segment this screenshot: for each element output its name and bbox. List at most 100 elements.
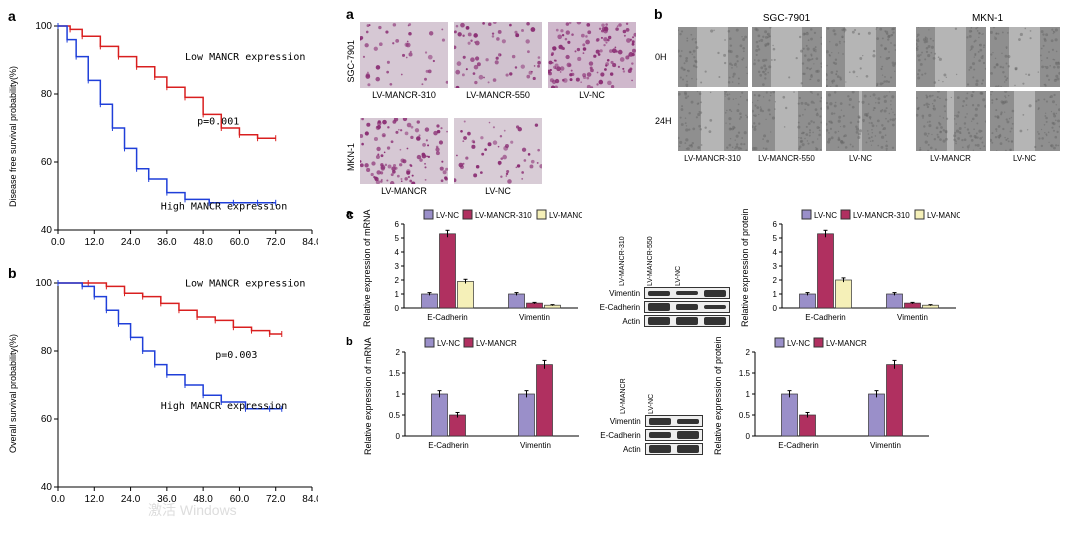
wound-cell [752,27,822,87]
svg-text:1: 1 [745,390,750,399]
svg-text:LV-MANCR-550: LV-MANCR-550 [927,211,960,220]
svg-text:0: 0 [773,304,778,313]
micro-label: LV-NC [454,186,542,196]
ylabel: Relative expression of protein [740,208,750,328]
ylabel-b: Overall survival probability(%) [8,265,18,522]
svg-text:E-Cadherin: E-Cadherin [427,313,467,322]
svg-text:3: 3 [395,262,400,271]
svg-text:LV-MANCR: LV-MANCR [826,339,867,348]
sgc-row: LV-MANCR-310 LV-MANCR-550 LV-NC [360,22,636,100]
svg-text:40: 40 [41,482,53,493]
svg-text:2: 2 [745,348,750,357]
svg-text:80: 80 [41,89,53,100]
micrographs-panel-a: a SGC-7901 LV-MANCR-310LV-MANCR-550LV-NC… [346,8,636,196]
svg-text:3: 3 [773,262,778,271]
svg-text:2: 2 [395,348,400,357]
barchart-row-b: bRelative expression of mRNALV-NCLV-MANC… [346,336,1072,456]
svg-text:80: 80 [41,346,53,357]
western-blot: LV-MANCRLV-NCVimentinE-CadherinActin [593,358,703,456]
right-column: a SGC-7901 LV-MANCR-310LV-MANCR-550LV-NC… [346,8,1072,522]
wound-cell [916,27,986,87]
svg-text:LV-NC: LV-NC [814,211,837,220]
svg-text:High MANCR expression: High MANCR expression [161,401,287,412]
svg-text:72.0: 72.0 [266,237,286,248]
micro-label: LV-MANCR-550 [454,90,542,100]
svg-text:LV-NC: LV-NC [787,339,810,348]
svg-text:0.0: 0.0 [51,494,65,505]
wound-cell [678,27,748,87]
svg-text:24.0: 24.0 [121,237,141,248]
svg-text:72.0: 72.0 [266,494,286,505]
micrograph [454,22,542,88]
svg-text:0.0: 0.0 [51,237,65,248]
svg-text:40: 40 [41,225,53,236]
micro-label: LV-MANCR-310 [360,90,448,100]
svg-text:Vimentin: Vimentin [520,441,551,450]
svg-text:p=0.003: p=0.003 [215,350,257,361]
svg-text:12.0: 12.0 [85,237,105,248]
wound-grid: SGC-7901MKN-10H24HLV-MANCR-310LV-MANCR-5… [654,12,1062,164]
svg-text:6: 6 [395,220,400,229]
wound-cell [678,91,748,151]
svg-text:LV-MANCR: LV-MANCR [476,339,517,348]
survival-a-wrap: a Disease free survival probability(%) 4… [8,8,338,265]
svg-text:0: 0 [395,432,400,441]
mkn-row: LV-MANCR LV-NC [360,118,542,196]
ylabel: Relative expression of mRNA [362,208,372,328]
svg-text:Vimentin: Vimentin [870,441,901,450]
svg-text:1: 1 [395,290,400,299]
survival-b-wrap: b Overall survival probability(%) 406080… [8,265,338,522]
svg-text:60.0: 60.0 [230,237,250,248]
micrograph [360,22,448,88]
svg-text:2: 2 [773,276,778,285]
svg-text:Low MANCR expression: Low MANCR expression [185,52,305,63]
svg-text:1: 1 [395,390,400,399]
svg-text:LV-NC: LV-NC [437,339,460,348]
svg-text:24.0: 24.0 [121,494,141,505]
panel-label-c: c [346,206,354,222]
svg-text:Low MANCR expression: Low MANCR expression [185,278,305,289]
svg-text:84.0: 84.0 [302,494,318,505]
ylabel: Relative expression of protein [713,336,723,456]
micrograph [360,118,448,184]
svg-text:4: 4 [395,248,400,257]
svg-text:LV-MANCR-310: LV-MANCR-310 [853,211,910,220]
wound-cell [826,91,896,151]
svg-text:Vimentin: Vimentin [897,313,928,322]
svg-text:60: 60 [41,414,53,425]
svg-text:0.5: 0.5 [739,411,751,420]
western-blot: LV-MANCR-310LV-MANCR-550LV-NCVimentinE-C… [592,230,730,328]
micro-label: LV-NC [548,90,636,100]
row-label-sgc: SGC-7901 [346,40,356,83]
left-column: a Disease free survival probability(%) 4… [8,8,338,522]
row-label-mkn: MKN-1 [346,143,356,171]
wound-panel-label: b [654,6,663,22]
svg-text:0: 0 [745,432,750,441]
svg-text:p=0.001: p=0.001 [197,117,239,128]
svg-text:36.0: 36.0 [157,237,177,248]
svg-text:12.0: 12.0 [85,494,105,505]
micro-label: LV-MANCR [360,186,448,196]
svg-text:4: 4 [773,248,778,257]
top-right-row: a SGC-7901 LV-MANCR-310LV-MANCR-550LV-NC… [346,8,1072,196]
svg-text:1.5: 1.5 [389,369,401,378]
svg-text:0: 0 [395,304,400,313]
micrograph [454,118,542,184]
wound-cell [990,27,1060,87]
micrograph [548,22,636,88]
ylabel: Relative expression of mRNA [363,336,373,456]
svg-text:E-Cadherin: E-Cadherin [778,441,818,450]
wound-cell [916,91,986,151]
svg-text:5: 5 [395,234,400,243]
wound-cell [826,27,896,87]
svg-text:48.0: 48.0 [193,494,213,505]
wound-cell [990,91,1060,151]
svg-text:84.0: 84.0 [302,237,318,248]
svg-text:100: 100 [35,21,52,32]
wound-cell [752,91,822,151]
svg-text:6: 6 [773,220,778,229]
svg-text:2: 2 [395,276,400,285]
survival-chart-b: 4060801000.012.024.036.048.060.072.084.0… [18,265,318,515]
svg-text:60: 60 [41,157,53,168]
survival-chart-a: 4060801000.012.024.036.048.060.072.084.0… [18,8,318,258]
